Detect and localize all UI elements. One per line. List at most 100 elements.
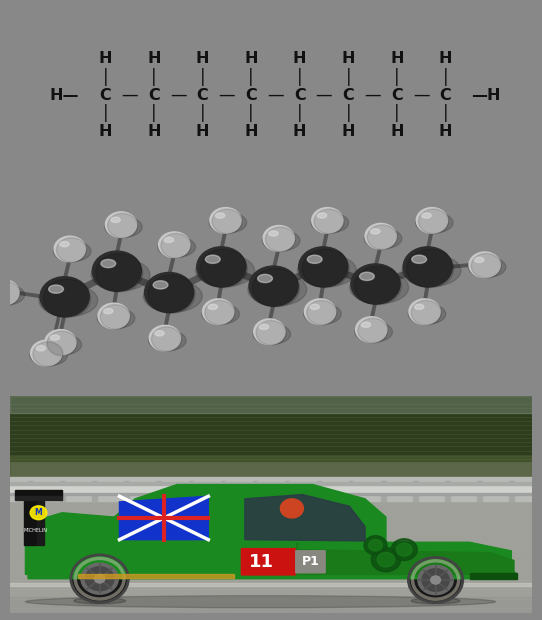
Ellipse shape xyxy=(415,304,424,309)
Text: |: | xyxy=(345,104,351,123)
Ellipse shape xyxy=(411,598,460,604)
Bar xyxy=(10,482,532,495)
Circle shape xyxy=(280,499,304,518)
Circle shape xyxy=(371,547,401,572)
Ellipse shape xyxy=(98,303,130,329)
Text: H: H xyxy=(196,51,209,66)
Text: —: — xyxy=(218,86,235,104)
Bar xyxy=(78,574,235,578)
Text: —: — xyxy=(364,86,381,104)
Text: —H: —H xyxy=(472,87,501,102)
Ellipse shape xyxy=(197,247,246,287)
Ellipse shape xyxy=(299,247,348,287)
Ellipse shape xyxy=(416,213,453,233)
Polygon shape xyxy=(469,573,517,578)
Text: M: M xyxy=(35,508,42,517)
Ellipse shape xyxy=(205,255,220,264)
Text: H: H xyxy=(341,51,355,66)
Bar xyxy=(349,481,353,502)
Circle shape xyxy=(369,539,383,551)
Ellipse shape xyxy=(97,308,135,329)
Ellipse shape xyxy=(104,308,113,314)
Ellipse shape xyxy=(269,231,278,236)
Text: C: C xyxy=(391,87,403,102)
Ellipse shape xyxy=(203,299,234,324)
Ellipse shape xyxy=(354,267,402,305)
Ellipse shape xyxy=(422,213,431,218)
Ellipse shape xyxy=(361,322,371,327)
Ellipse shape xyxy=(305,299,336,324)
Text: |: | xyxy=(248,68,254,86)
Ellipse shape xyxy=(403,560,468,580)
Text: H: H xyxy=(99,125,112,140)
Text: |: | xyxy=(345,68,351,86)
Text: P1: P1 xyxy=(301,556,319,569)
Ellipse shape xyxy=(418,209,449,234)
Ellipse shape xyxy=(210,208,241,233)
Bar xyxy=(381,481,385,502)
Ellipse shape xyxy=(359,272,375,280)
Ellipse shape xyxy=(307,255,322,264)
Ellipse shape xyxy=(471,254,501,278)
Ellipse shape xyxy=(406,249,454,288)
Circle shape xyxy=(431,576,441,584)
Ellipse shape xyxy=(307,301,337,325)
Ellipse shape xyxy=(36,345,46,351)
Ellipse shape xyxy=(263,226,294,251)
Bar xyxy=(221,481,225,502)
Bar xyxy=(10,583,532,586)
Text: —: — xyxy=(121,86,138,104)
Text: H: H xyxy=(196,125,209,140)
Ellipse shape xyxy=(365,223,396,249)
Ellipse shape xyxy=(153,281,168,289)
Ellipse shape xyxy=(159,232,190,257)
Ellipse shape xyxy=(408,304,446,324)
Bar xyxy=(24,494,36,546)
Text: |: | xyxy=(200,68,205,86)
Text: |: | xyxy=(151,68,157,86)
Ellipse shape xyxy=(358,318,388,343)
Polygon shape xyxy=(25,513,114,546)
Ellipse shape xyxy=(351,264,400,304)
Ellipse shape xyxy=(202,304,240,324)
Ellipse shape xyxy=(56,237,87,262)
Ellipse shape xyxy=(100,304,130,329)
Text: C: C xyxy=(197,87,209,102)
Ellipse shape xyxy=(469,252,500,278)
Circle shape xyxy=(418,565,453,595)
Ellipse shape xyxy=(364,228,402,249)
Ellipse shape xyxy=(371,229,380,234)
Bar xyxy=(10,482,532,485)
Ellipse shape xyxy=(209,213,247,233)
Ellipse shape xyxy=(49,285,63,293)
Ellipse shape xyxy=(105,212,137,237)
Text: |: | xyxy=(102,68,108,86)
Ellipse shape xyxy=(154,330,164,336)
Ellipse shape xyxy=(53,241,91,262)
Bar xyxy=(253,481,257,502)
Text: H: H xyxy=(293,125,306,140)
Ellipse shape xyxy=(145,272,193,312)
Ellipse shape xyxy=(148,275,195,313)
Ellipse shape xyxy=(304,304,341,324)
Polygon shape xyxy=(297,542,514,574)
Ellipse shape xyxy=(302,249,349,288)
Ellipse shape xyxy=(158,237,196,257)
Bar xyxy=(10,456,532,478)
Ellipse shape xyxy=(60,241,69,247)
Text: —: — xyxy=(267,86,284,104)
Ellipse shape xyxy=(367,225,397,249)
Ellipse shape xyxy=(143,280,202,312)
Bar xyxy=(10,494,532,495)
Ellipse shape xyxy=(259,324,269,329)
Bar xyxy=(317,481,321,502)
Text: —: — xyxy=(170,86,186,104)
Text: C: C xyxy=(100,87,111,102)
Bar xyxy=(10,396,532,461)
Circle shape xyxy=(409,557,463,603)
Ellipse shape xyxy=(411,301,441,325)
Text: —: — xyxy=(316,86,332,104)
Ellipse shape xyxy=(311,213,349,233)
Ellipse shape xyxy=(403,247,453,287)
Ellipse shape xyxy=(111,217,120,223)
